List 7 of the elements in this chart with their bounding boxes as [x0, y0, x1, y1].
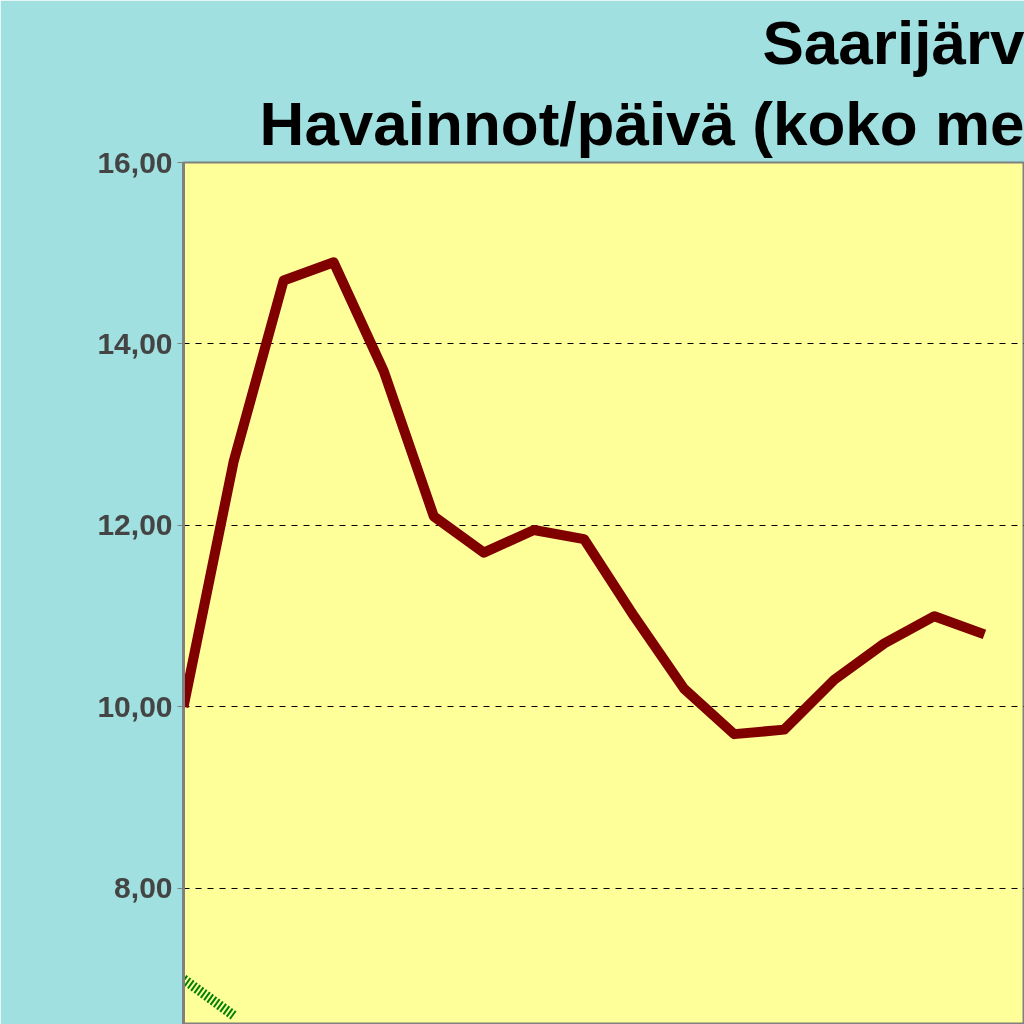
chart-title: Saarijärv — [762, 7, 1024, 77]
y-tick-label: 14,00 — [97, 326, 173, 360]
y-tick-label: 16,00 — [97, 145, 173, 179]
y-tick-label: 12,00 — [97, 508, 173, 542]
y-tick-label: 8,00 — [114, 871, 173, 905]
chart-subtitle: Havainnot/päivä (koko me — [259, 88, 1024, 158]
y-tick-label: 10,00 — [97, 689, 173, 723]
